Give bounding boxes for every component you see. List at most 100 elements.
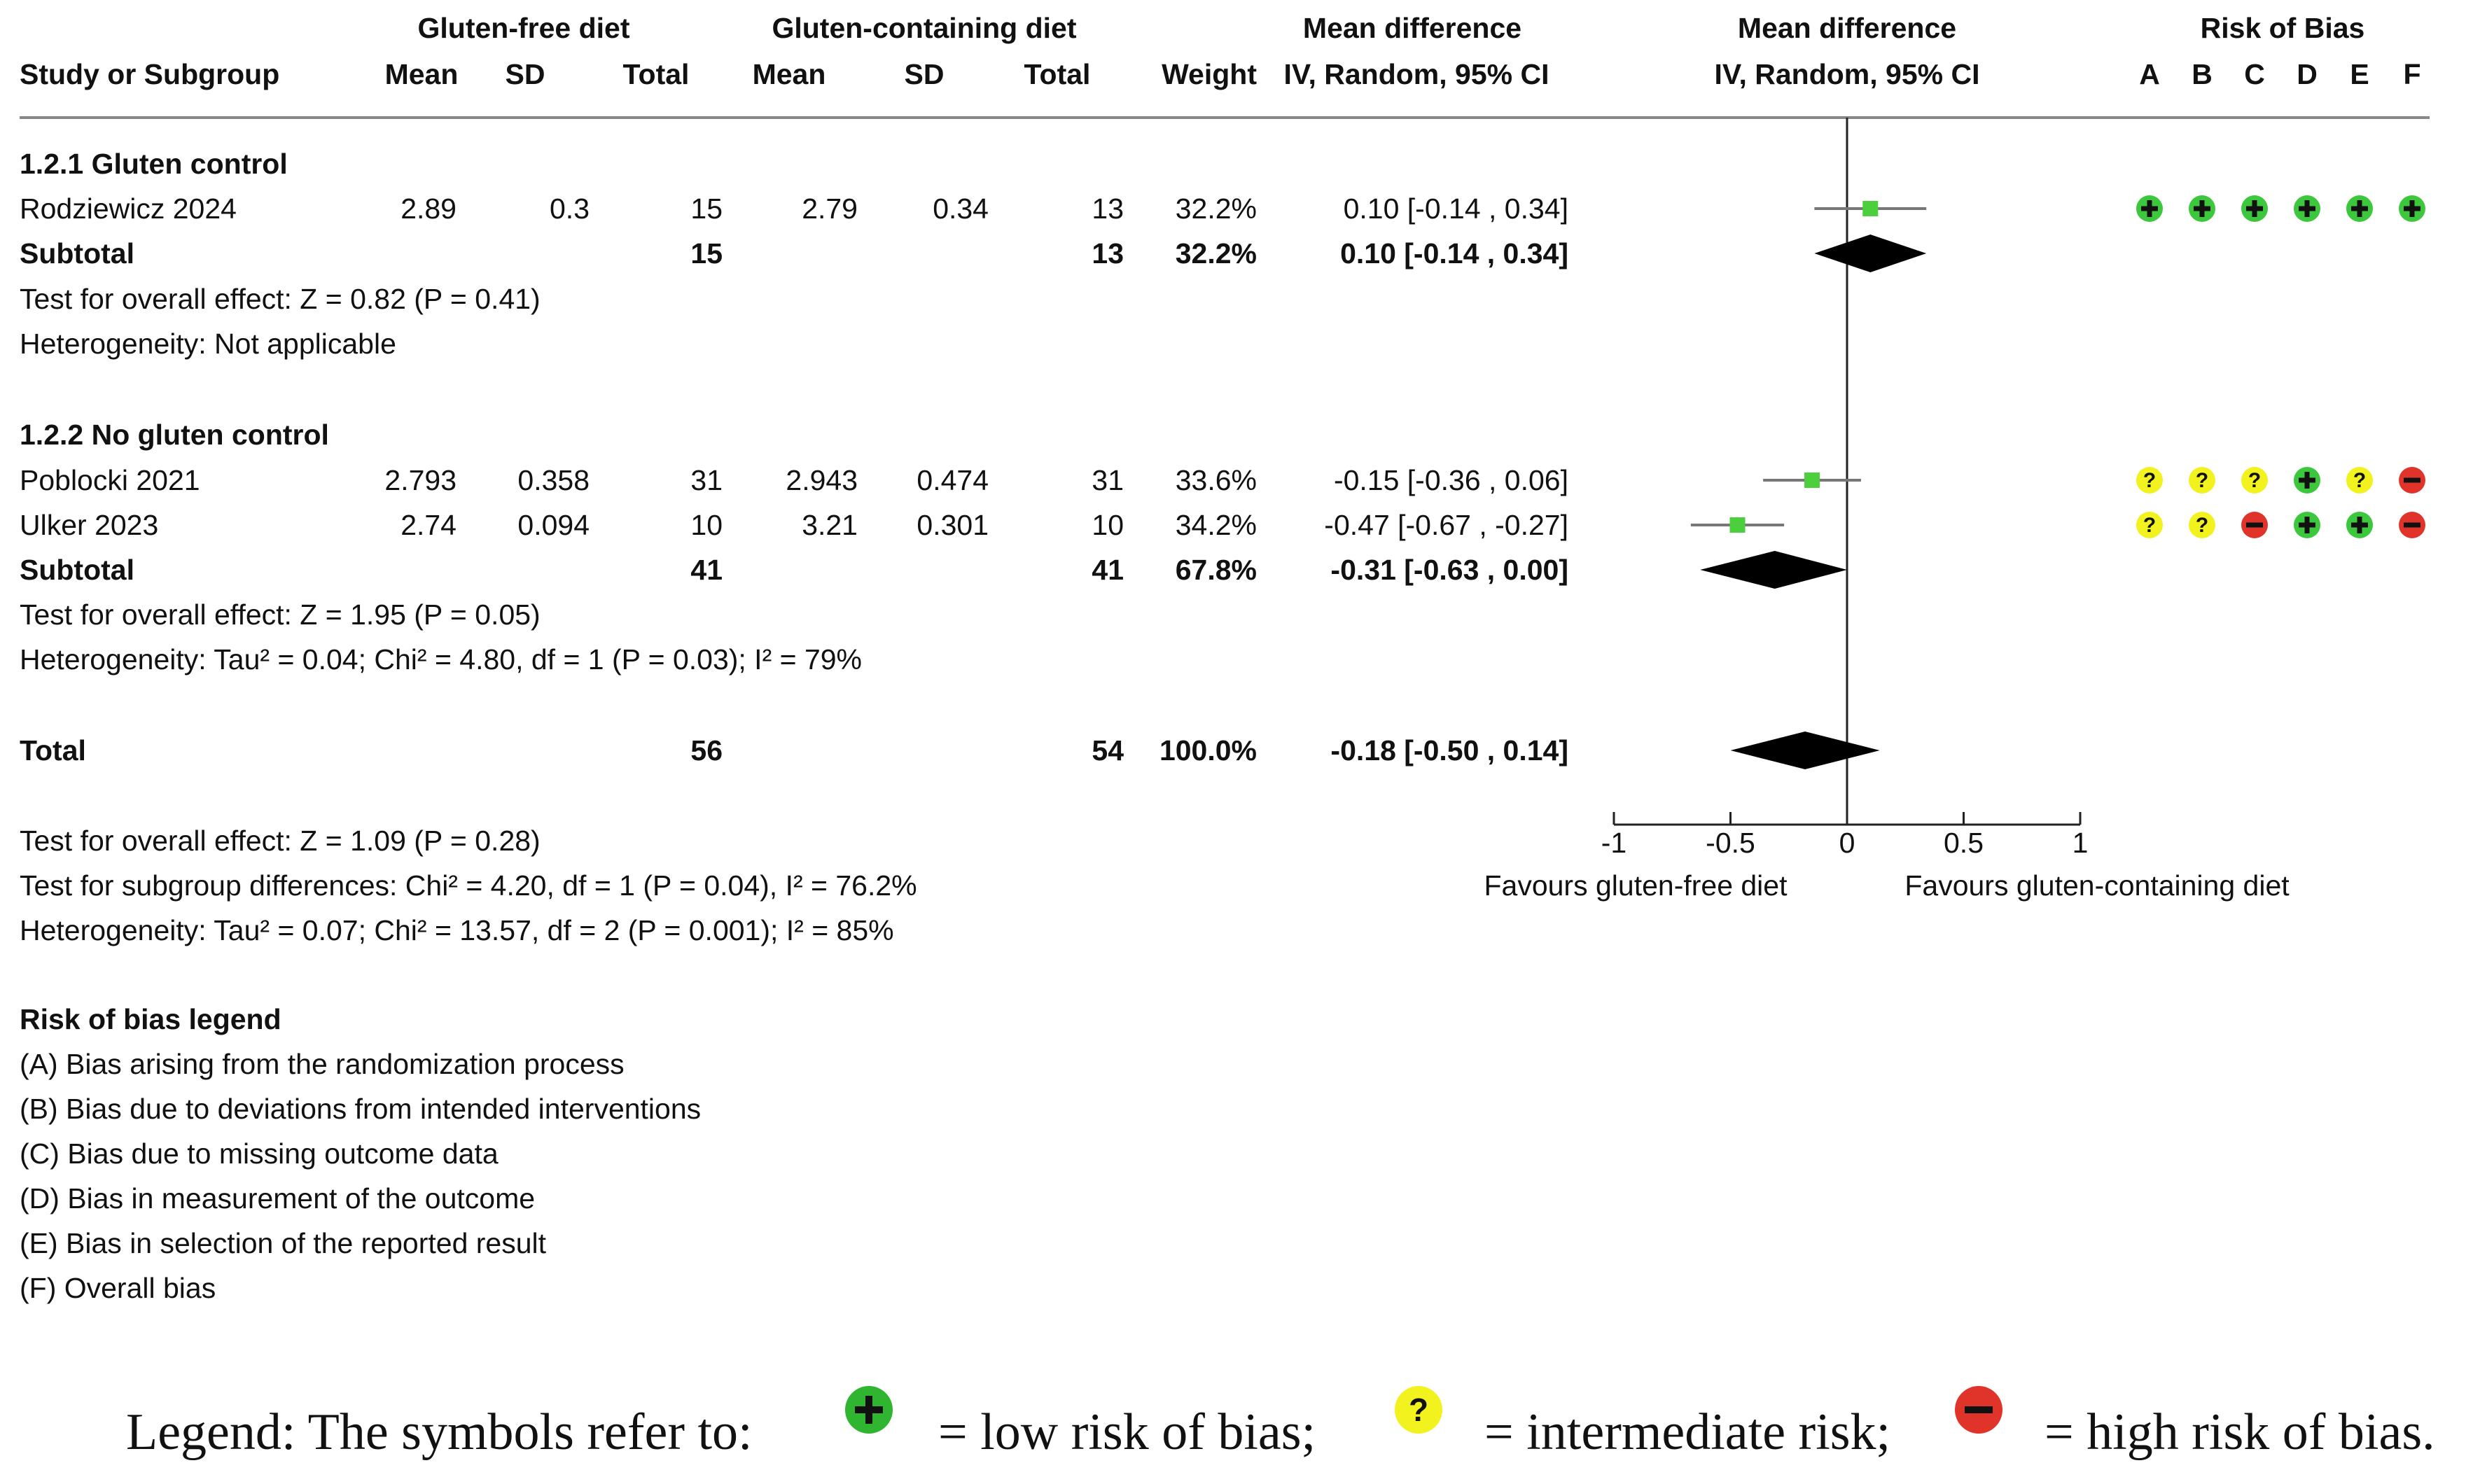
- total-label: Total: [20, 734, 86, 766]
- rob-legend-item: (F) Overall bias: [20, 1272, 216, 1304]
- x-tick-label: 0: [1839, 827, 1855, 859]
- forest-plot: Gluten-free diet Gluten-containing diet Me…: [20, 12, 2430, 1304]
- study-sd1: 0.094: [517, 509, 590, 541]
- legend-some: = intermediate risk;: [1484, 1404, 1891, 1461]
- total-total2: 54: [1092, 734, 1124, 766]
- header-experimental: Gluten-free diet: [418, 12, 630, 44]
- rob-plus-h: [2351, 206, 2368, 211]
- study-point: [1862, 201, 1879, 216]
- study-total1: 15: [690, 192, 723, 225]
- rob-question: ?: [2196, 514, 2208, 537]
- col-weight: Weight: [1162, 58, 1257, 90]
- study-weight: 34.2%: [1176, 509, 1257, 541]
- rob-minus: [2404, 522, 2420, 528]
- subtotal-2-total1: 41: [690, 554, 723, 586]
- rob-question: ?: [2143, 469, 2156, 492]
- rob-legend-item: (E) Bias in selection of the reported re…: [20, 1227, 547, 1259]
- subtotal-2-ci: -0.31 [-0.63 , 0.00]: [1330, 554, 1568, 586]
- study-point: [1804, 472, 1820, 488]
- rob-plus-h: [2404, 206, 2420, 211]
- subtotal-2-weight: 67.8%: [1176, 554, 1257, 586]
- subtotal-1-total1: 15: [690, 237, 723, 270]
- col-ci: IV, Random, 95% CI: [1284, 58, 1549, 90]
- rob-question: ?: [2196, 469, 2208, 492]
- subtotal-2-diamond: [1700, 551, 1847, 589]
- col-study: Study or Subgroup: [20, 58, 279, 90]
- rob-plus-h: [2299, 206, 2315, 211]
- rob-legend-item: (B) Bias due to deviations from intended…: [20, 1093, 701, 1125]
- total-total1: 56: [690, 734, 723, 766]
- rob-some-icon: [2346, 467, 2373, 493]
- subgroup-overall-effect: Test for overall effect: Z = 1.95 (P = 0…: [20, 598, 541, 631]
- subtotal-1-diamond: [1814, 234, 1927, 272]
- subtotal-2-label: Subtotal: [20, 554, 134, 586]
- subgroup-title: 1.2.2 No gluten control: [20, 419, 329, 451]
- rob-question: ?: [2248, 469, 2261, 492]
- study-ci: 0.10 [-0.14 , 0.34]: [1344, 192, 1568, 225]
- study-sd2: 0.34: [933, 192, 989, 225]
- subtotal-1-ci: 0.10 [-0.14 , 0.34]: [1340, 237, 1568, 270]
- overall-test: Heterogeneity: Tau² = 0.07; Chi² = 13.57…: [20, 914, 894, 946]
- study-ci: -0.15 [-0.36 , 0.06]: [1334, 464, 1568, 496]
- study-sd1: 0.358: [517, 464, 590, 496]
- study-weight: 33.6%: [1176, 464, 1257, 496]
- rob-legend-item: (D) Bias in measurement of the outcome: [20, 1182, 535, 1214]
- total-weight: 100.0%: [1159, 734, 1257, 766]
- overall-test: Test for overall effect: Z = 1.09 (P = 0…: [20, 825, 541, 857]
- study-name: Rodziewicz 2024: [20, 192, 237, 225]
- subtotal-1-weight: 32.2%: [1176, 237, 1257, 270]
- study-sd2: 0.301: [917, 509, 989, 541]
- header-control: Gluten-containing diet: [772, 12, 1076, 44]
- study-weight: 32.2%: [1176, 192, 1257, 225]
- total-diamond: [1730, 732, 1880, 769]
- rob-legend-title: Risk of bias legend: [20, 1003, 281, 1035]
- study-total2: 10: [1092, 509, 1124, 541]
- subtotal-1-total2: 13: [1092, 237, 1124, 270]
- rob-plus-h: [2141, 206, 2158, 211]
- symbol-legend: Legend: The symbols refer to: = low risk…: [126, 1386, 2479, 1461]
- legend-high: = high risk of bias.: [2044, 1404, 2435, 1461]
- x-tick-label: 0.5: [1944, 827, 1984, 859]
- study-sd1: 0.3: [550, 192, 590, 225]
- rob-question: ?: [2143, 514, 2156, 537]
- study-mean2: 2.943: [786, 464, 858, 496]
- col-mean2: Mean: [753, 58, 826, 90]
- col-total1: Total: [623, 58, 690, 90]
- rob-minus: [2404, 477, 2420, 483]
- rob-plus-h: [2194, 206, 2210, 211]
- subtotal-1-label: Subtotal: [20, 237, 134, 270]
- rob-col-F: F: [2403, 58, 2420, 90]
- study-name: Poblocki 2021: [20, 464, 200, 496]
- subtotal-2-total2: 41: [1092, 554, 1124, 586]
- subgroup-title: 1.2.1 Gluten control: [20, 148, 288, 180]
- x-tick-label: -1: [1601, 827, 1626, 859]
- study-name: Ulker 2023: [20, 509, 158, 541]
- rob-col-D: D: [2297, 58, 2318, 90]
- rob-some-icon: [2136, 512, 2163, 538]
- col-sd1: SD: [506, 58, 545, 90]
- rob-legend-item: (A) Bias arising from the randomization …: [20, 1048, 625, 1080]
- study-total1: 10: [690, 509, 723, 541]
- rob-some-icon: [2136, 467, 2163, 493]
- col-sd2: SD: [905, 58, 945, 90]
- study-mean2: 2.79: [802, 192, 858, 225]
- study-ci: -0.47 [-0.67 , -0.27]: [1324, 509, 1568, 541]
- low-risk-plus-icon: [845, 1386, 893, 1434]
- intermediate-risk-question-icon: ?: [1395, 1386, 1442, 1434]
- subgroup-heterogeneity: Heterogeneity: Not applicable: [20, 328, 396, 360]
- x-tick-label: 1: [2073, 827, 2089, 859]
- rob-plus-h: [2299, 477, 2315, 483]
- study-point: [1729, 517, 1746, 533]
- rob-some-icon: [2189, 467, 2215, 493]
- study-sd2: 0.474: [917, 464, 989, 496]
- x-tick-label: -0.5: [1706, 827, 1755, 859]
- favours-right: Favours gluten-containing diet: [1904, 869, 2290, 902]
- subgroup-heterogeneity: Heterogeneity: Tau² = 0.04; Chi² = 4.80,…: [20, 643, 862, 676]
- col-ci-plot: IV, Random, 95% CI: [1715, 58, 1980, 90]
- header-effect-col: Mean difference: [1303, 12, 1521, 44]
- rob-col-A: A: [2139, 58, 2160, 90]
- rob-col-C: C: [2244, 58, 2265, 90]
- header-rob: Risk of Bias: [2201, 12, 2365, 44]
- rob-plus-h: [2299, 522, 2315, 528]
- header-effect-plot: Mean difference: [1738, 12, 1956, 44]
